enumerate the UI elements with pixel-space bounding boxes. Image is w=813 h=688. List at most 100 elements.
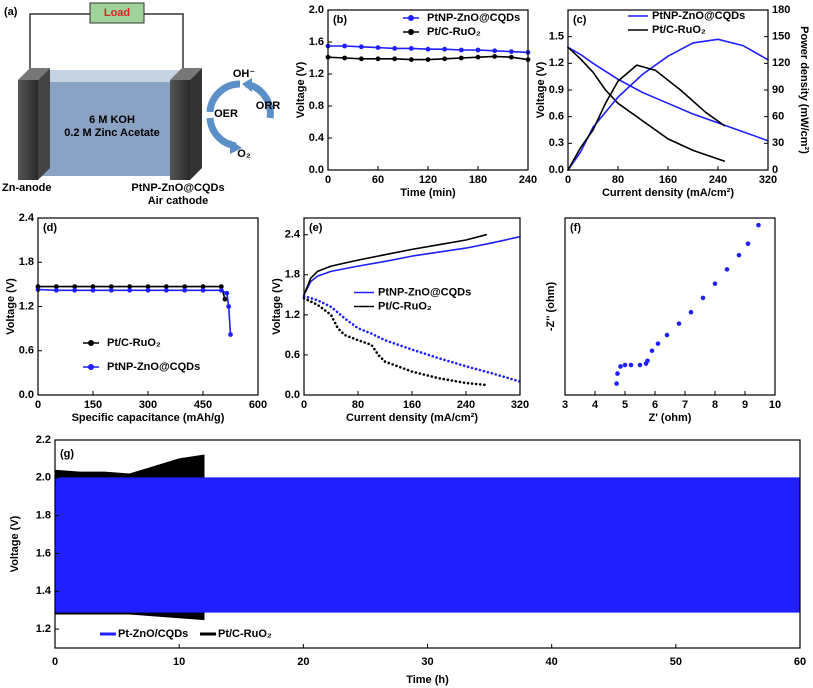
- legend-label: PtNP-ZnO@CQDs: [378, 286, 471, 298]
- point: [127, 287, 133, 293]
- point: [392, 46, 398, 51]
- point: [53, 284, 59, 289]
- legend-label: Pt/C-RuO₂: [652, 24, 706, 36]
- point: [475, 54, 481, 60]
- point: [342, 55, 348, 61]
- y-tick-label: 1.4: [36, 585, 52, 597]
- cycle-arrow: [206, 80, 241, 113]
- y-tick-label: 1.2: [549, 57, 564, 69]
- chart: 0 80 160 240 320 0.0 0.6 1.2 1.8 2.4 Current densi…: [271, 217, 529, 424]
- cathode: [170, 80, 190, 180]
- x-tick-label: 60: [794, 656, 806, 668]
- point: [492, 48, 498, 54]
- x-tick-label: 600: [249, 399, 267, 411]
- y-axis-title: Voltage (V): [5, 278, 17, 335]
- x-tick-label: 7: [682, 399, 688, 411]
- point: [618, 364, 623, 369]
- cathode-label: Air cathode: [148, 195, 209, 207]
- point: [145, 287, 151, 293]
- point: [442, 46, 448, 52]
- y-tick-label: 0.3: [549, 137, 564, 149]
- point: [745, 241, 751, 246]
- x-axis-title: Current density (mA/cm²): [602, 187, 734, 199]
- y-tick-label: 0.0: [19, 389, 34, 401]
- y-tick-label: 1.2: [309, 68, 324, 80]
- y-tick-label: 1.2: [285, 309, 300, 321]
- point: [614, 381, 619, 386]
- anode-label: Zn-anode: [2, 182, 52, 194]
- x-tick-label: 20: [297, 656, 309, 668]
- y-tick-label: 2.0: [309, 4, 324, 16]
- point: [425, 57, 431, 62]
- y-tick-label: 0.9: [549, 84, 564, 96]
- point: [163, 284, 169, 289]
- point: [182, 287, 188, 293]
- cathode-side: [190, 68, 202, 180]
- y2-axis-title: Power density (mW/cm²): [798, 26, 810, 154]
- point: [664, 332, 670, 338]
- x-tick-label: 4: [592, 399, 599, 411]
- legend-label: PtNP-ZnO@CQDs: [107, 361, 200, 373]
- y-tick-label: 1.6: [36, 547, 51, 559]
- point: [342, 43, 348, 49]
- chart: 3 4 5 6 7 8 9 10 Z' (ohm) -Z'' (ohm) (f): [545, 217, 781, 424]
- point: [628, 362, 634, 368]
- point: [676, 321, 682, 326]
- x-tick-label: 8: [712, 399, 718, 411]
- y-tick-label: 2.4: [19, 212, 35, 224]
- x-tick-label: 450: [194, 399, 212, 411]
- legend-label: Pt/C-RuO₂: [107, 337, 161, 349]
- x-tick-label: 240: [709, 174, 727, 186]
- series-line: [567, 64, 726, 171]
- y2-tick-label: 30: [772, 137, 784, 149]
- y-tick-label: 0.6: [549, 111, 564, 123]
- legend-label: PtNP-ZnO@CQDs: [427, 12, 520, 24]
- point: [72, 284, 78, 289]
- point: [358, 56, 364, 62]
- anode-top: [18, 68, 50, 80]
- x-tick-label: 5: [622, 399, 628, 411]
- y-tick-label: 1.8: [36, 510, 51, 522]
- series-line: [37, 288, 232, 336]
- point: [712, 281, 718, 286]
- point: [218, 284, 224, 289]
- x-tick-label: 150: [84, 399, 102, 411]
- x-tick-label: 240: [519, 174, 537, 186]
- y2-tick-label: 0: [772, 164, 778, 176]
- x-tick-label: 300: [139, 399, 157, 411]
- y-axis-title: Voltage (V): [295, 61, 307, 118]
- point: [226, 304, 232, 309]
- point: [218, 287, 224, 293]
- point: [408, 57, 414, 62]
- point: [700, 295, 706, 301]
- point: [508, 54, 514, 60]
- point: [392, 56, 398, 62]
- legend-swatch: [408, 29, 414, 35]
- point: [108, 284, 114, 289]
- wire: [29, 13, 184, 78]
- legend-label: Pt/C-RuO₂: [427, 26, 481, 38]
- x-tick-label: 10: [173, 656, 185, 668]
- y-tick-label: 1.8: [285, 269, 300, 281]
- series-line: [302, 296, 488, 387]
- x-tick-label: 0: [52, 656, 58, 668]
- x-tick-label: 320: [759, 174, 777, 186]
- x-tick-label: 0: [325, 174, 331, 186]
- arrow-head: [230, 140, 242, 154]
- x-tick-label: 240: [457, 399, 475, 411]
- y-tick-label: 2.2: [36, 434, 51, 446]
- legend-swatch: [88, 340, 94, 346]
- load-box: [89, 2, 145, 24]
- reaction-label: OER: [214, 108, 238, 120]
- legend-label: Pt/C-RuO₂: [378, 300, 432, 312]
- series-line: [303, 233, 488, 296]
- y-tick-label: 2.0: [36, 472, 51, 484]
- x-axis-title: Z' (ohm): [649, 412, 692, 424]
- point: [637, 362, 643, 368]
- y-tick-label: 1.8: [19, 256, 34, 268]
- x-tick-label: 30: [421, 656, 433, 668]
- point: [688, 309, 694, 315]
- point: [90, 287, 96, 293]
- point: [724, 267, 730, 272]
